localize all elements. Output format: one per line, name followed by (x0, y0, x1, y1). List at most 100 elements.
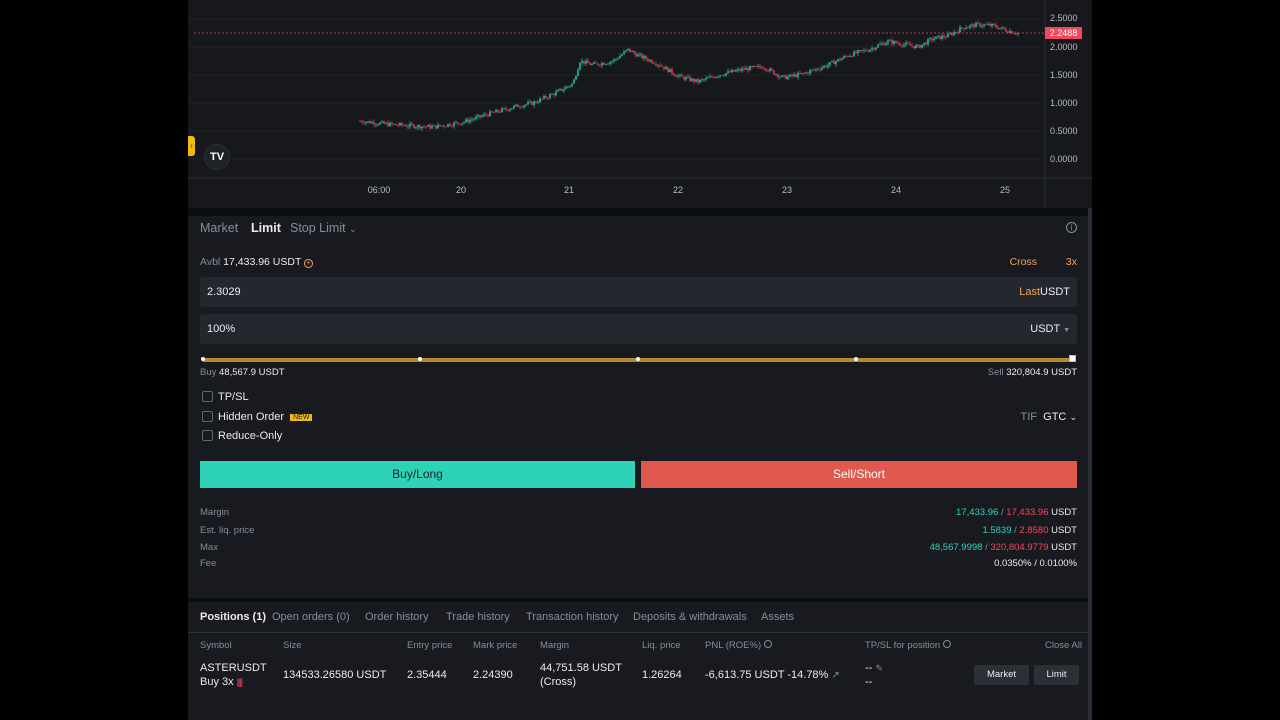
new-badge: NEW (290, 413, 313, 421)
unit: USDT (1051, 507, 1077, 518)
sell-short-button[interactable]: Sell/Short (641, 461, 1077, 488)
tab-market[interactable]: Market (200, 221, 239, 235)
limit-close-button[interactable]: Limit (1034, 665, 1079, 685)
edit-icon[interactable]: ✎ (875, 663, 883, 673)
tab-open-orders[interactable]: Open orders (0) (272, 611, 350, 623)
candle-body (717, 76, 719, 78)
share-icon[interactable]: ↗ (831, 670, 840, 681)
candle-body (873, 48, 875, 50)
candle-body (875, 47, 877, 50)
candle-body (547, 97, 549, 99)
candle-body (835, 61, 837, 65)
candle-body (897, 43, 899, 44)
tpsl-label: TP/SL (218, 391, 249, 403)
candle-body (799, 72, 801, 74)
candle-body (915, 45, 917, 49)
candle-body (573, 79, 575, 84)
price-last-button[interactable]: Last (1019, 286, 1040, 298)
candle-body (967, 27, 969, 29)
leverage-bars-icon: |||| (236, 677, 243, 687)
candle-body (695, 79, 697, 82)
tpsl-checkbox[interactable] (202, 391, 213, 402)
candle-body (455, 122, 457, 124)
candle-body (617, 58, 619, 60)
candle-body (739, 69, 741, 71)
col-entry: Entry price (407, 640, 453, 651)
margin-buy: 17,433.96 (956, 507, 999, 518)
slider-thumb[interactable] (1069, 355, 1076, 362)
candle-body (737, 69, 739, 71)
candle-body (611, 61, 613, 63)
market-close-button[interactable]: Market (974, 665, 1029, 685)
tab-stop-limit[interactable]: Stop Limit ⌄ (290, 221, 357, 235)
candle-body (993, 23, 995, 25)
candle-body (745, 68, 747, 70)
size-unit-select[interactable]: USDT ▼ (1030, 323, 1070, 335)
candle-body (365, 122, 367, 124)
candle-body (439, 124, 441, 126)
candle-body (867, 51, 869, 52)
candle-body (473, 118, 475, 120)
candlestick-plot (188, 0, 1092, 208)
info-icon[interactable] (942, 640, 951, 648)
close-all-button[interactable]: Close All (1045, 640, 1082, 651)
scrollbar[interactable] (1088, 208, 1092, 720)
candle-body (955, 31, 957, 33)
stop-limit-label: Stop Limit (290, 221, 346, 235)
tif-select[interactable]: TIF GTC ⌄ (1021, 411, 1077, 423)
size-field[interactable]: 100% USDT ▼ (200, 314, 1077, 344)
candle-body (363, 122, 365, 124)
tab-trade-history[interactable]: Trade history (446, 611, 510, 623)
candle-body (659, 64, 661, 67)
candle-body (567, 86, 569, 88)
slider-mark[interactable] (636, 357, 640, 361)
tab-positions[interactable]: Positions (1) (200, 611, 267, 623)
margin-mode-button[interactable]: Cross (1009, 256, 1037, 268)
candle-body (765, 68, 767, 71)
tab-order-history[interactable]: Order history (365, 611, 429, 623)
buy-long-button[interactable]: Buy/Long (200, 461, 635, 488)
expand-panel-handle-icon[interactable]: › (188, 136, 195, 156)
transfer-icon[interactable]: + (304, 259, 314, 268)
candle-body (899, 43, 901, 46)
candle-body (649, 60, 651, 62)
slider-mark[interactable] (418, 357, 422, 361)
info-icon[interactable]: i (1066, 222, 1077, 233)
candle-body (481, 115, 483, 117)
size-slider[interactable] (201, 355, 1076, 362)
info-icon[interactable] (763, 640, 772, 648)
candle-body (517, 104, 519, 108)
price-field[interactable]: 2.3029 Last USDT (200, 277, 1077, 307)
position-tp: -- ✎ (865, 662, 883, 674)
price-value: 2.3029 (207, 286, 241, 298)
tab-assets[interactable]: Assets (761, 611, 795, 623)
position-symbol[interactable]: ASTERUSDT (200, 662, 267, 674)
candle-body (789, 74, 791, 77)
max-sell: 320,804.9779 (990, 542, 1049, 553)
candle-body (433, 125, 435, 127)
candle-body (911, 45, 913, 47)
tab-transaction-history[interactable]: Transaction history (526, 611, 619, 623)
candle-body (797, 72, 799, 78)
price-chart[interactable]: 2.5000 2.0000 1.5000 1.0000 0.5000 0.000… (188, 0, 1092, 208)
leverage-button[interactable]: 3x (1065, 256, 1077, 268)
candle-body (727, 71, 729, 74)
reduce-only-checkbox[interactable] (202, 430, 213, 441)
hidden-order-checkbox[interactable] (202, 411, 213, 422)
candle-body (951, 33, 953, 36)
candle-body (971, 24, 973, 26)
candle-body (677, 75, 679, 77)
candle-body (705, 77, 707, 80)
candle-body (531, 101, 533, 106)
tab-deposits-withdrawals[interactable]: Deposits & withdrawals (633, 611, 747, 623)
candle-body (489, 111, 491, 117)
candle-body (885, 43, 887, 46)
slider-mark[interactable] (854, 357, 858, 361)
tab-limit[interactable]: Limit (251, 221, 281, 235)
tradingview-logo[interactable]: TV (204, 144, 230, 170)
position-margin-mode: (Cross) (540, 676, 577, 688)
col-symbol: Symbol (200, 640, 232, 651)
slider-mark[interactable] (201, 357, 205, 361)
candle-body (819, 69, 821, 71)
candle-body (689, 76, 691, 81)
